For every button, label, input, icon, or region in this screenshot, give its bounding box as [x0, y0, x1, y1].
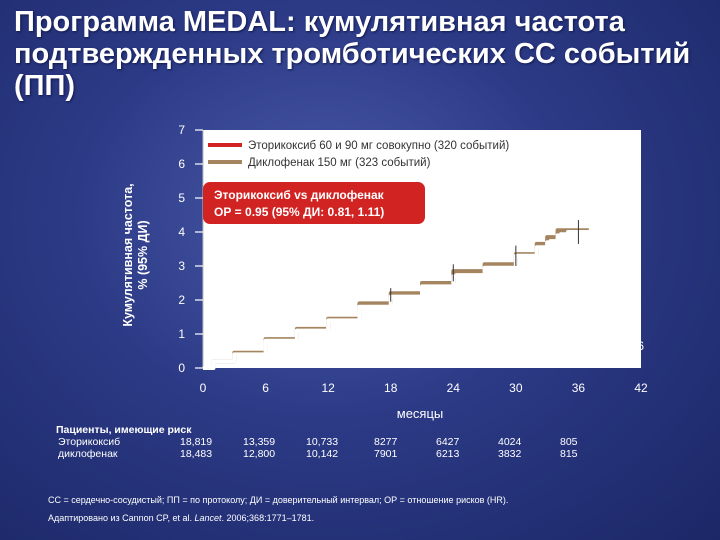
risk-cell: 12,800 — [243, 448, 276, 460]
x-tick-label: 6 — [262, 381, 269, 395]
legend: Эторикоксиб 60 и 90 мг совокупно (320 со… — [208, 140, 509, 169]
y-tick-label: 4 — [178, 225, 185, 239]
hr-annotation: Эторикоксиб vs диклофенак ОР = 0.95 (95%… — [203, 182, 425, 224]
hr-annotation-box — [203, 182, 425, 224]
risk-cell: 805 — [560, 436, 578, 448]
y-tick-label: 3 — [178, 259, 185, 273]
series-line-etoricoxib — [203, 230, 595, 370]
x-tick-label: 18 — [384, 381, 398, 395]
slide-title: Программа MEDAL: кумулятивная частота по… — [14, 6, 714, 102]
risk-cell: 4024 — [498, 436, 522, 448]
risk-cell: 8277 — [374, 436, 398, 448]
y-tick-label: 7 — [178, 123, 185, 137]
x-tick-label: 42 — [634, 381, 648, 395]
risk-table-header: Пациенты, имеющие риск — [56, 424, 192, 436]
risk-row-etoricoxib: Эторикоксиб 18,819 13,359 10,733 8277 64… — [56, 436, 616, 448]
plot-frame — [202, 130, 641, 368]
y-axis-label-line-1: Кумулятивная частота, — [121, 183, 135, 326]
footnote-source-suffix: . 2006;368:1771–1781. — [221, 513, 315, 523]
hr-annotation-line-2: ОР = 0.95 (95% ДИ: 0.81, 1.11) — [214, 205, 384, 219]
risk-cell: 7901 — [374, 448, 398, 460]
footnote-abbreviations: СС = сердечно-сосудистый; ПП = по проток… — [48, 495, 509, 505]
risk-cell: 10,733 — [306, 436, 339, 448]
title-line-3: (ПП) — [14, 70, 76, 102]
title-line-1: Программа MEDAL: кумулятивная частота — [14, 6, 625, 38]
risk-cell: 18,483 — [180, 448, 213, 460]
p-value: P = 0.496 — [593, 339, 645, 353]
risk-row-label: Эторикоксиб — [58, 436, 121, 448]
x-axis-label: месяцы — [397, 406, 444, 421]
risk-cell: 18,819 — [180, 436, 213, 448]
y-tick-label: 6 — [178, 157, 185, 171]
risk-row-diclofenac: диклофенак 18,483 12,800 10,142 7901 621… — [56, 448, 616, 460]
footnote-source: Адаптировано из Cannon CP, et al. Lancet… — [48, 513, 314, 523]
risk-table: Пациенты, имеющие риск Эторикоксиб 18,81… — [56, 424, 616, 460]
risk-cell: 815 — [560, 448, 578, 460]
x-tick-label: 12 — [321, 381, 335, 395]
series-layer — [203, 220, 595, 370]
y-tick-label: 5 — [178, 191, 185, 205]
risk-cell: 6213 — [436, 448, 460, 460]
plot-area — [203, 130, 641, 368]
y-axis-label-line-2: % (95% ДИ) — [136, 220, 150, 289]
x-tick-label: 30 — [509, 381, 523, 395]
risk-row-label: диклофенак — [58, 448, 118, 460]
risk-cell: 3832 — [498, 448, 522, 460]
footnote-source-prefix: Адаптировано из Cannon CP, et al. — [48, 513, 195, 523]
x-tick-label: 24 — [447, 381, 461, 395]
risk-cell: 13,359 — [243, 436, 276, 448]
legend-label-etoricoxib: Эторикоксиб 60 и 90 мг совокупно (320 со… — [248, 140, 509, 152]
risk-cell: 6427 — [436, 436, 460, 448]
x-tick-label: 0 — [200, 381, 207, 395]
footnote-source-journal: Lancet — [194, 513, 222, 523]
risk-cell: 10,142 — [306, 448, 339, 460]
x-tick-label: 36 — [572, 381, 586, 395]
legend-label-diclofenac: Диклофенак 150 мг (323 событий) — [248, 157, 431, 169]
y-tick-label: 1 — [178, 327, 185, 341]
title-line-2: подтвержденных тромботических СС событий — [14, 38, 691, 70]
y-tick-label: 2 — [178, 293, 185, 307]
hr-annotation-line-1: Эторикоксиб vs диклофенак — [214, 188, 385, 202]
y-tick-label: 0 — [178, 361, 185, 375]
y-axis-label: Кумулятивная частота, % (95% ДИ) — [121, 183, 150, 326]
